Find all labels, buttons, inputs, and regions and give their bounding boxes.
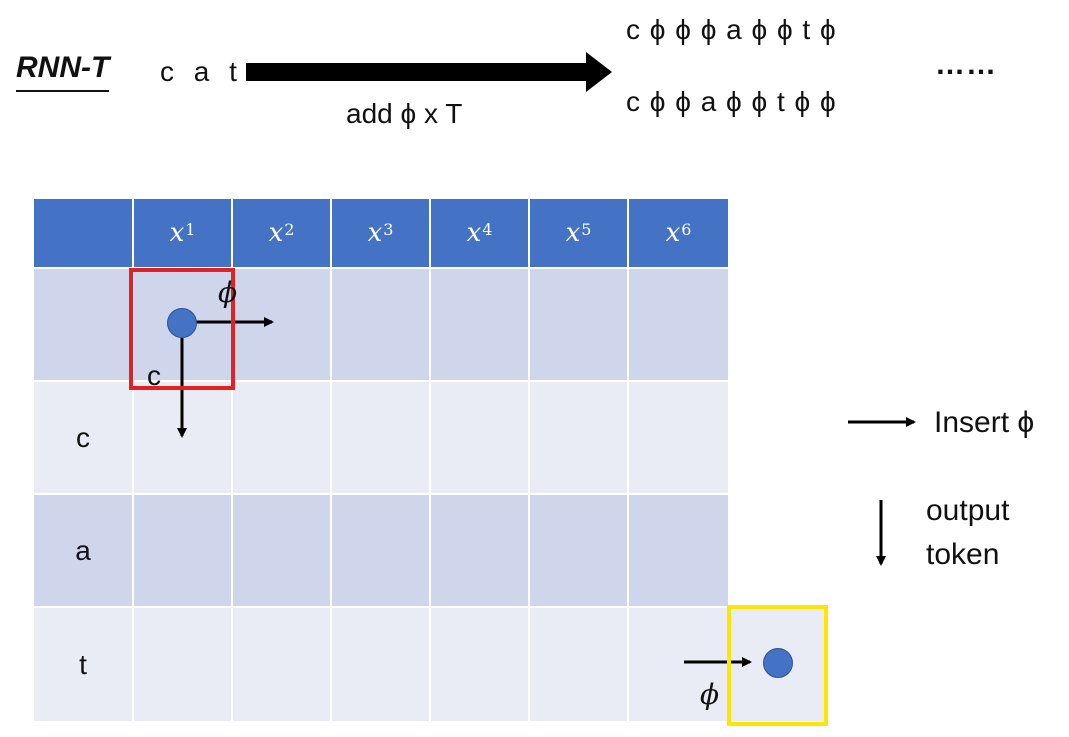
grid-cell [431, 382, 530, 495]
row-label-t: t [34, 608, 134, 721]
input-word: c a t [160, 56, 243, 87]
grid-cell [233, 495, 332, 608]
grid-cell [332, 608, 431, 721]
grid-cell [431, 495, 530, 608]
grid-cell [629, 382, 728, 495]
grid-cell [431, 269, 530, 382]
grid-cell [530, 269, 629, 382]
end-node [763, 648, 793, 678]
grid-cell [629, 608, 728, 721]
end-highlight-box [727, 605, 828, 726]
end-label: ϕ [700, 678, 720, 711]
start-right-label: ϕ [218, 276, 238, 309]
row-label-a: a [34, 495, 134, 608]
grid-cell [332, 382, 431, 495]
grid-cell [233, 608, 332, 721]
grid-cell [332, 269, 431, 382]
grid-cell [431, 608, 530, 721]
grid-cell [233, 382, 332, 495]
grid-cell [530, 382, 629, 495]
row-label-c: c [34, 382, 134, 495]
alignment-sequence-2: c ϕ ϕ a ϕ ϕ t ϕ ϕ [626, 86, 837, 117]
grid-cell [332, 495, 431, 608]
grid-cell [530, 608, 629, 721]
grid-cell [134, 495, 233, 608]
start-highlight-box [129, 268, 235, 390]
ellipsis: …… [935, 48, 997, 81]
grid-cell [629, 495, 728, 608]
start-down-label: c [147, 360, 161, 391]
grid-cell [233, 269, 332, 382]
legend-insert-label: Insert ϕ [934, 406, 1035, 439]
grid-cell [530, 495, 629, 608]
transform-arrow-shaft [246, 63, 586, 81]
legend-output-line1: output [926, 494, 1010, 527]
legend-output-line2: token [926, 538, 1000, 571]
grid-cell [629, 269, 728, 382]
start-node [167, 308, 197, 338]
alignment-sequence-1: c ϕ ϕ ϕ a ϕ ϕ t ϕ [626, 14, 837, 45]
arrow-label: add ϕ x T [346, 98, 463, 129]
row-label-empty [34, 269, 134, 382]
transform-arrow-head [586, 52, 612, 92]
grid-cell [134, 608, 233, 721]
grid-corner [34, 199, 134, 269]
rnnt-title: RNN-T [16, 48, 110, 92]
